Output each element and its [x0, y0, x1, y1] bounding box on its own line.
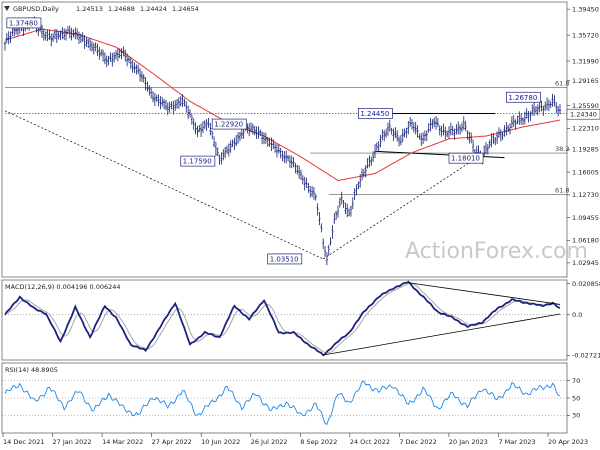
fib-level-label: 38.2	[555, 145, 569, 153]
y-tick-label: 0.0	[572, 311, 582, 319]
x-tick-label: 26 Jul 2022	[251, 438, 288, 446]
y-tick-label: 1.31990	[572, 57, 599, 65]
macd-panel: 0.020858 0.0 -0.027213 MACD(12,26,9) 0.004…	[1, 279, 600, 361]
y-tick-label: 1.35720	[572, 31, 599, 39]
price-level-box	[506, 91, 541, 103]
x-tick-label: 20 Apr 2023	[548, 438, 588, 446]
y-tick-label: 50	[572, 394, 580, 402]
chart-header: GBPUSD,Daily 1.24513 1.24688 1.24424 1.2…	[4, 5, 199, 13]
price-level-label: 1.22920	[214, 121, 243, 129]
watermark: ActionForex.com	[405, 239, 588, 264]
x-tick-label: 27 Apr 2022	[152, 438, 192, 446]
y-tick-label: -0.027213	[572, 352, 600, 360]
macd-trendline	[323, 313, 561, 356]
x-tick-label: 20 Jan 2023	[449, 438, 488, 446]
price-level-label: 1.17590	[183, 158, 212, 166]
y-tick-label: 0.020858	[572, 280, 600, 288]
y-tick-label: 1.06180	[572, 237, 599, 245]
price-level-label: 1.26780	[508, 94, 537, 102]
ohlc-high: 1.24688	[108, 5, 135, 13]
current-price-label: 1.24340	[570, 111, 597, 119]
macd-trendline	[408, 282, 561, 305]
trendline	[4, 110, 324, 260]
x-tick-label: 27 Jan 2022	[53, 438, 92, 446]
macd-signal-line	[4, 282, 561, 354]
x-tick-label: 8 Sep 2022	[300, 438, 337, 446]
x-tick-label: 7 Dec 2022	[399, 438, 436, 446]
price-level-label: 1.18010	[451, 155, 480, 163]
y-tick-label: 1.09455	[572, 214, 599, 222]
macd-line	[4, 280, 561, 357]
y-tick-label: 1.22310	[572, 125, 599, 133]
rsi-panel: 70 50 30 RSI(14) 48.8905	[1, 362, 580, 434]
ohlc-low: 1.24424	[140, 5, 167, 13]
y-tick-label: 30	[572, 412, 580, 420]
x-tick-label: 7 Mar 2023	[498, 438, 535, 446]
y-tick-label: 1.02945	[572, 259, 599, 267]
current-price-box	[566, 108, 600, 120]
macd-panel-frame	[1, 279, 568, 361]
y-tick-label: 1.12730	[572, 191, 599, 199]
y-tick-label: 70	[572, 377, 580, 385]
y-tick-label: 1.16005	[572, 168, 599, 176]
y-tick-label: 1.19285	[572, 146, 599, 154]
macd-label: MACD(12,26,9) 0.004196 0.006244	[5, 283, 121, 291]
price-level-box	[448, 152, 484, 164]
collapse-triangle-icon	[4, 6, 10, 11]
price-level-label: 1.24450	[360, 110, 389, 118]
price-panel: ActionForex.com 61.8 38.2 61.8 1.37480 1.22…	[1, 1, 600, 278]
y-tick-label: 1.29165	[572, 77, 599, 85]
x-tick-label: 24 Oct 2022	[350, 438, 390, 446]
x-tick-label: 10 Jun 2022	[201, 438, 240, 446]
price-panel-frame	[1, 1, 568, 278]
x-tick-label: 14 Dec 2021	[3, 438, 45, 446]
rsi-line	[4, 380, 561, 425]
ohlc-open: 1.24513	[76, 5, 103, 13]
price-level-box	[211, 118, 247, 130]
price-level-label: 1.03510	[270, 255, 299, 263]
y-tick-label: 1.39450	[572, 6, 599, 14]
price-level-box	[358, 108, 393, 119]
price-level-box	[180, 155, 216, 167]
x-axis: 14 Dec 2021 27 Jan 2022 14 Mar 2022 27 Apr …	[2, 433, 588, 446]
symbol-label: GBPUSD,Daily	[13, 5, 59, 13]
fib-level-label: 61.8	[555, 79, 569, 87]
price-bars	[3, 16, 562, 266]
fib-level-label: 61.8	[555, 187, 569, 195]
ohlc-close: 1.24654	[172, 5, 199, 13]
rsi-label: RSI(14) 48.8905	[5, 366, 58, 374]
y-tick-label: 1.25590	[572, 102, 599, 110]
price-level-label: 1.37480	[9, 19, 38, 27]
x-tick-label: 14 Mar 2022	[102, 438, 143, 446]
price-level-box	[6, 17, 42, 29]
price-level-box	[267, 253, 303, 265]
